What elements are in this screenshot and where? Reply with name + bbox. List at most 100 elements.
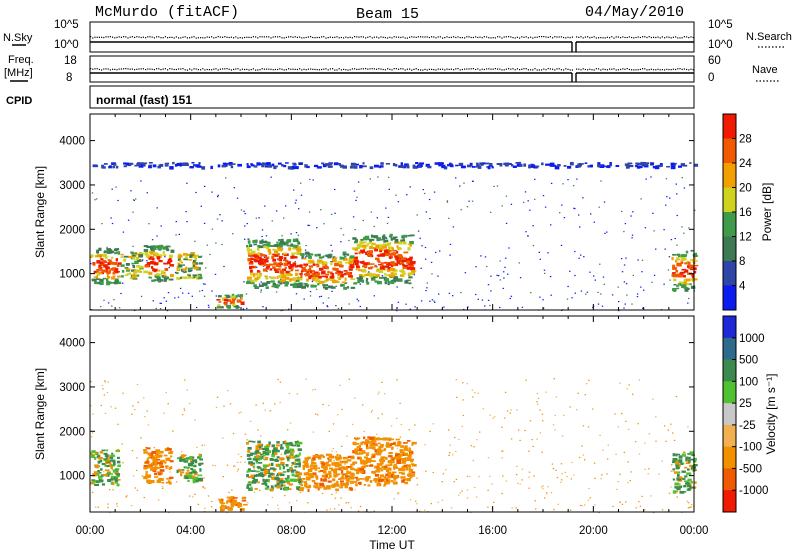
nsky-series-dot <box>571 36 573 38</box>
power-noise-cell <box>481 299 484 301</box>
power-noise-cell <box>148 223 150 225</box>
nsky-series-dot <box>547 36 549 38</box>
velocity-echo-cell <box>280 462 285 465</box>
velocity-echo-cell <box>150 467 154 471</box>
nsky-series-dot <box>466 36 468 38</box>
power-echo-cell <box>309 276 314 278</box>
power-echo-cell <box>683 285 687 289</box>
velocity-echo-cell <box>363 441 367 445</box>
power-noise-cell <box>140 295 143 297</box>
velocity-noise-cell <box>378 391 380 393</box>
velocity-echo-cell <box>315 482 319 486</box>
power-echo-cell <box>124 274 128 277</box>
velocity-noise-cell <box>132 475 135 477</box>
velocity-noise-cell <box>536 438 538 440</box>
power-echo-cell <box>693 267 697 271</box>
velocity-echo-cell <box>96 465 99 469</box>
freq-series-dot <box>332 68 334 70</box>
power-echo-cell <box>325 264 328 268</box>
power-echo-cell <box>359 241 364 245</box>
power-noise-cell <box>681 177 683 179</box>
freq-series-dot <box>435 69 437 71</box>
freq-series-dot <box>384 69 386 71</box>
power-echo-cell <box>350 278 356 280</box>
velocity-echo-cell <box>372 455 376 458</box>
velocity-echo-cell <box>682 451 686 453</box>
power-noise-cell <box>163 297 165 299</box>
power-noise-cell <box>529 209 531 211</box>
freq-series-dot <box>182 68 184 70</box>
power-echo-cell <box>406 267 411 270</box>
power-noise-cell <box>132 199 135 201</box>
power-noise-cell <box>480 255 482 257</box>
power-echo-cell <box>120 253 124 256</box>
power-noise-cell <box>617 286 619 288</box>
velocity-echo-cell <box>693 459 697 463</box>
power-echo-cell <box>379 250 382 253</box>
velocity-echo-cell <box>284 450 289 454</box>
freq-series-dot <box>431 68 433 70</box>
velocity-noise-cell <box>661 509 664 511</box>
velocity-echo-cell <box>343 460 348 464</box>
velocity-noise-cell <box>398 492 400 494</box>
freq-series-dot <box>490 68 492 70</box>
freq-series-dot <box>138 68 140 70</box>
power-echo-cell <box>597 164 601 167</box>
velocity-echo-cell <box>333 474 337 478</box>
power-echo-cell <box>258 258 264 262</box>
power-echo-cell <box>323 261 328 265</box>
freq-series-dot <box>587 69 589 71</box>
power-echo-cell <box>311 272 315 276</box>
velocity-echo-cell <box>268 463 271 467</box>
velocity-noise-cell <box>228 491 230 493</box>
freq-series-dot <box>312 68 314 70</box>
power-noise-cell <box>233 187 235 189</box>
velocity-echo-cell <box>395 438 400 441</box>
power-echo-cell <box>300 274 303 278</box>
velocity-echo-cell <box>365 452 370 454</box>
velocity-echo-cell <box>271 476 277 480</box>
power-noise-cell <box>326 306 329 308</box>
velocity-echo-cell <box>220 500 223 504</box>
velocity-echo-cell <box>343 456 348 460</box>
velocity-echo-cell <box>246 483 252 486</box>
power-echo-cell <box>281 275 286 279</box>
power-echo-cell <box>363 241 367 244</box>
freq-series-dot <box>354 68 356 70</box>
power-echo-cell <box>114 262 118 266</box>
power-echo-cell <box>392 163 396 167</box>
velocity-noise-cell <box>648 468 650 470</box>
nsky-series-dot <box>521 36 523 38</box>
velocity-noise-cell <box>686 500 688 502</box>
velocity-noise-cell <box>579 504 582 506</box>
velocity-echo-cell <box>331 478 336 482</box>
power-echo-cell <box>395 263 399 266</box>
velocity-noise-cell <box>244 433 247 435</box>
power-echo-cell <box>323 267 328 269</box>
power-noise-cell <box>550 294 552 296</box>
velocity-echo-cell <box>189 477 194 480</box>
nsky-series-dot <box>589 37 591 39</box>
power-noise-cell <box>156 235 158 237</box>
nsky-series-dot <box>149 36 151 38</box>
power-echo-cell <box>216 299 221 301</box>
velocity-noise-cell <box>542 488 544 490</box>
power-echo-cell <box>627 164 632 167</box>
velocity-noise-cell <box>648 433 650 435</box>
velocity-echo-cell <box>275 447 278 449</box>
freq-series-dot <box>659 69 661 71</box>
power-noise-cell <box>362 219 364 222</box>
power-noise-cell <box>187 292 190 294</box>
nsky-series-dot <box>347 37 349 39</box>
power-echo-cell <box>125 268 131 271</box>
nsky-tick-top: 10^5 <box>54 19 79 31</box>
velocity-noise-cell <box>658 473 660 475</box>
power-noise-cell <box>519 277 522 279</box>
velocity-noise-cell <box>223 405 225 407</box>
power-echo-cell <box>123 255 129 258</box>
velocity-noise-cell <box>104 380 106 382</box>
power-echo-cell <box>338 163 341 166</box>
velocity-noise-cell <box>621 412 623 415</box>
power-echo-cell <box>277 253 280 256</box>
nsky-series-dot <box>204 37 206 39</box>
